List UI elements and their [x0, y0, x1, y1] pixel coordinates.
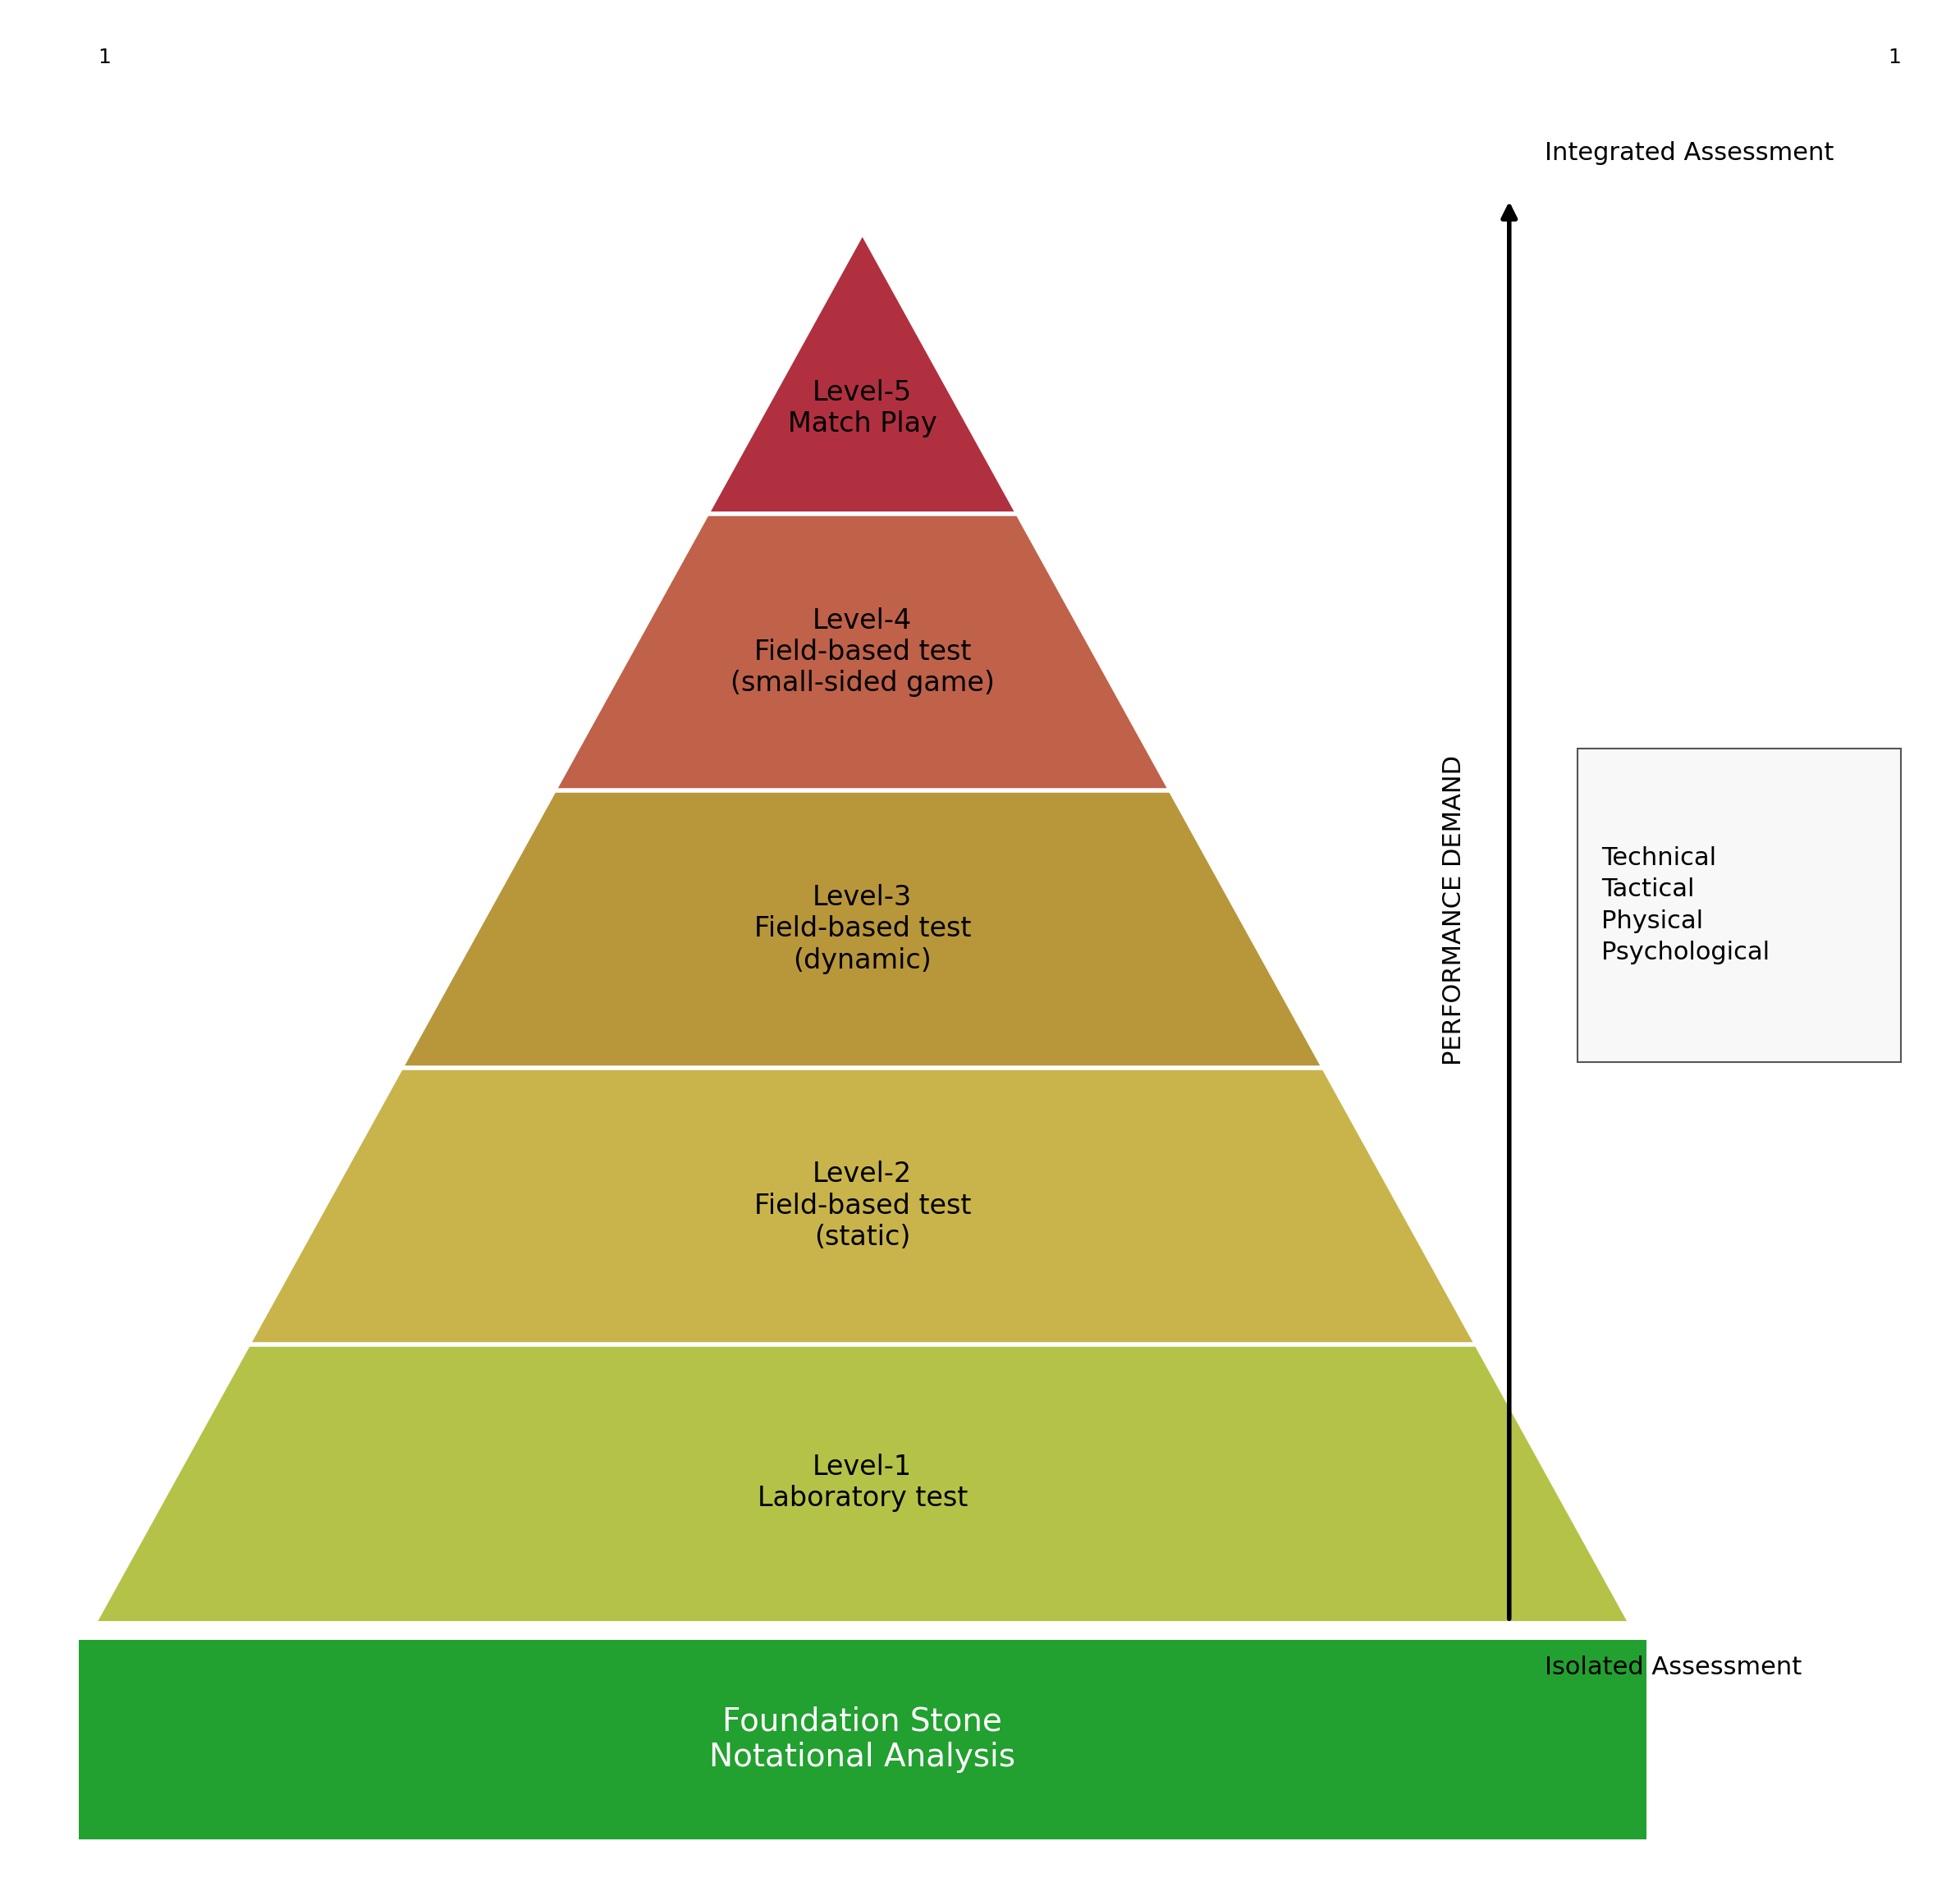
Text: Isolated Assessment: Isolated Assessment	[1544, 1655, 1801, 1680]
Polygon shape	[404, 791, 1321, 1067]
Text: Foundation Stone
Notational Analysis: Foundation Stone Notational Analysis	[710, 1706, 1015, 1773]
Polygon shape	[98, 1344, 1627, 1621]
Text: 1: 1	[1887, 47, 1901, 66]
Text: Technical
Tactical
Physical
Psychological: Technical Tactical Physical Psychologica…	[1601, 846, 1770, 965]
Polygon shape	[251, 1067, 1474, 1344]
Text: Integrated Assessment: Integrated Assessment	[1544, 140, 1835, 165]
Text: Level-5
Match Play: Level-5 Match Play	[788, 379, 937, 438]
Text: Level-4
Field-based test
(small-sided game): Level-4 Field-based test (small-sided ga…	[731, 607, 994, 698]
Text: 1: 1	[98, 47, 112, 66]
Text: PERFORMANCE DEMAND: PERFORMANCE DEMAND	[1443, 755, 1466, 1066]
Bar	[78, 1640, 1646, 1839]
Polygon shape	[710, 237, 1015, 514]
Text: Level-2
Field-based test
(static): Level-2 Field-based test (static)	[755, 1160, 970, 1251]
Text: Level-3
Field-based test
(dynamic): Level-3 Field-based test (dynamic)	[755, 884, 970, 975]
Polygon shape	[557, 514, 1168, 791]
Text: Level-1
Laboratory test: Level-1 Laboratory test	[757, 1454, 968, 1511]
Bar	[1578, 749, 1901, 1062]
